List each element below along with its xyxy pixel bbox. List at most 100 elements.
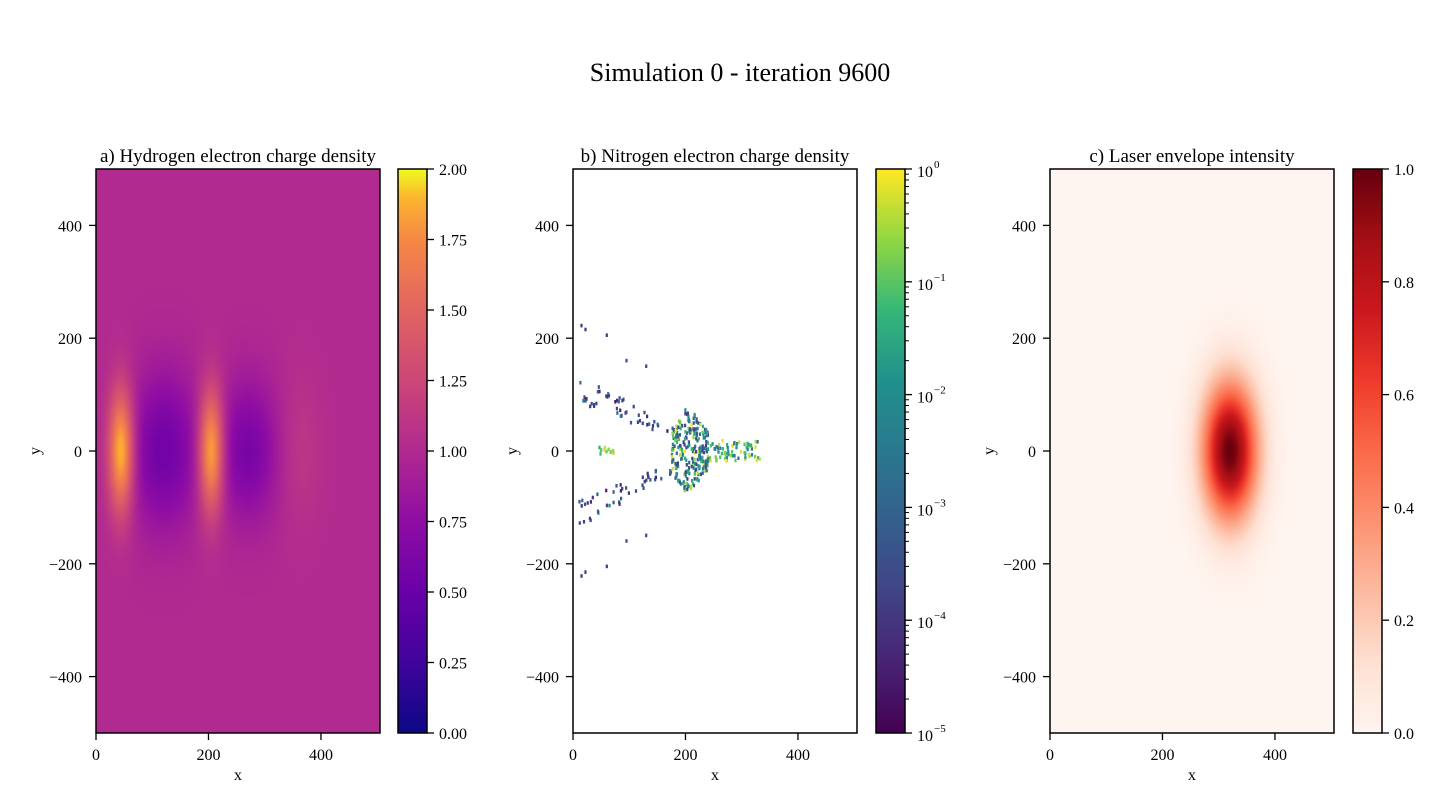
density-point [693, 446, 696, 451]
x-tick-label: 0 [569, 747, 577, 764]
density-point [643, 479, 646, 484]
density-point [704, 469, 707, 473]
density-point [673, 444, 676, 448]
density-point [715, 444, 718, 449]
density-point [698, 450, 701, 455]
density-point [704, 462, 707, 466]
density-point [605, 394, 608, 398]
colorbar-tick-label: 0.2 [1394, 613, 1414, 630]
density-point [699, 423, 702, 427]
colorbar-tick-label: 10 −5 [917, 723, 946, 745]
colorbar-tick-label: 10 −1 [917, 272, 946, 294]
density-point [695, 462, 698, 467]
density-point [585, 397, 588, 401]
density-point [692, 421, 695, 425]
density-point [696, 477, 699, 481]
colorbar-tick-label: 1.75 [439, 233, 467, 250]
density-point [721, 438, 724, 443]
density-point [681, 424, 684, 428]
density-point [720, 451, 723, 456]
density-point [685, 458, 688, 463]
density-point [681, 453, 684, 457]
density-point [697, 478, 700, 483]
density-point [696, 438, 699, 443]
y-axis-label: y [27, 447, 44, 455]
colorbar-tick-label: 0.00 [439, 726, 467, 743]
panel-title: b) Nitrogen electron charge density [581, 146, 850, 167]
density-point [615, 484, 618, 488]
density-point [600, 448, 603, 452]
density-point [750, 447, 753, 451]
colorbar-tick-label: 1.50 [439, 303, 467, 320]
density-point [687, 440, 690, 444]
density-point [677, 419, 681, 423]
density-point [696, 457, 699, 462]
density-point [747, 442, 750, 447]
density-point [669, 470, 673, 475]
density-point [694, 427, 697, 431]
y-tick-label: 0 [74, 444, 82, 461]
density-point [696, 471, 699, 475]
density-point [693, 472, 696, 476]
density-point [660, 476, 663, 481]
density-point [705, 433, 708, 438]
density-point [580, 323, 583, 328]
density-point [578, 521, 581, 525]
density-point [719, 455, 722, 459]
density-point [737, 456, 740, 461]
density-point [688, 429, 691, 434]
density-point [642, 486, 645, 490]
figure-suptitle: Simulation 0 - iteration 9600 [590, 58, 890, 87]
density-point [746, 441, 749, 446]
y-axis-label: y [981, 447, 998, 455]
density-point [732, 453, 735, 458]
density-point [671, 431, 674, 436]
density-point [690, 464, 693, 469]
density-point [705, 427, 708, 432]
density-point [713, 446, 716, 451]
density-point [589, 404, 592, 409]
density-point [682, 481, 685, 486]
density-point [607, 393, 611, 398]
x-tick-label: 200 [673, 747, 697, 764]
colorbar-tick-label: 1.0 [1394, 162, 1414, 179]
density-point [711, 442, 714, 446]
density-point [734, 458, 737, 463]
x-axis-label: x [1188, 767, 1196, 784]
x-tick-label: 200 [1150, 747, 1174, 764]
density-point [679, 419, 682, 424]
density-point [707, 457, 710, 461]
density-point [582, 520, 586, 524]
density-point [690, 422, 693, 427]
density-point [721, 447, 725, 451]
density-point [744, 455, 747, 460]
density-point [619, 408, 622, 413]
x-axis-label: x [711, 767, 719, 784]
density-point [747, 453, 750, 457]
density-point [687, 426, 690, 431]
density-point [612, 490, 615, 494]
density-point [645, 533, 648, 538]
density-point [606, 395, 609, 399]
density-point [671, 467, 674, 471]
density-point [708, 456, 711, 460]
density-point [693, 431, 697, 436]
density-point [685, 431, 689, 435]
density-point [675, 424, 678, 429]
density-point [746, 447, 749, 452]
density-point [705, 431, 708, 436]
density-point [672, 430, 675, 434]
density-point [673, 428, 676, 432]
density-point [717, 443, 721, 447]
colorbar-tick-base: 10 [917, 164, 933, 181]
density-point [709, 443, 713, 448]
density-point [676, 438, 679, 442]
density-point [686, 444, 690, 449]
density-point [675, 440, 679, 444]
density-point [580, 504, 583, 508]
density-point [692, 460, 695, 464]
density-point [690, 486, 693, 491]
axes-frame [572, 168, 858, 734]
x-tick-label: 400 [1263, 747, 1287, 764]
density-point [725, 456, 729, 460]
